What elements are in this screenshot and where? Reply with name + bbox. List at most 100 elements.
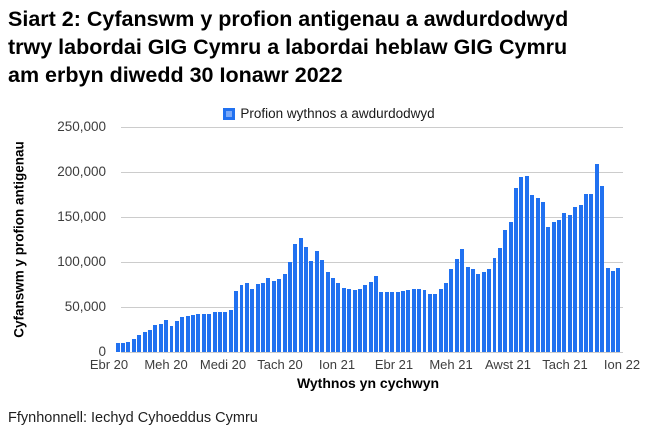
bar [212,312,217,352]
x-tick-label: Meh 20 [144,357,188,372]
bar [180,317,185,352]
bar [228,309,233,352]
bar [573,206,578,352]
bar [331,278,335,352]
bar [551,221,556,352]
bar [352,290,357,352]
bar [535,198,540,352]
bar [449,268,454,352]
bar [427,293,432,352]
y-tick-label: 200,000 [57,164,106,179]
bar [147,329,152,352]
bar [422,290,427,352]
bar [250,288,255,352]
bar [465,266,470,352]
bar [470,269,475,352]
bar [207,314,212,352]
bar [411,289,416,352]
bar [121,342,126,352]
gridline [121,351,623,353]
bar [137,335,142,352]
legend: Profion wythnos a awdurdodwyd [0,106,658,121]
bar [191,314,196,352]
bar [584,193,588,352]
gridline [121,126,623,128]
chart-title-line: trwy labordai GIG Cymru a labordai hebla… [8,35,568,59]
gridline [121,171,623,173]
bar [158,323,163,352]
bar [244,282,249,352]
bar [277,279,282,352]
legend-swatch-icon [223,107,236,120]
x-tick-label: Ion 22 [603,357,641,372]
bar [476,274,481,352]
x-axis-title: Wythnos yn cychwyn [296,375,440,391]
bar [616,268,621,352]
x-tick-label: Ebr 21 [374,357,414,372]
y-axis-title: Cyfanswm y profion antigenau [11,141,27,338]
bar [217,312,222,352]
bar [487,269,492,352]
bar [610,270,615,352]
bar [287,262,292,352]
x-tick-label: Awst 21 [484,357,532,372]
bar [417,289,422,352]
bar [223,312,228,352]
bar [271,280,276,352]
bar [185,316,190,352]
x-tick-label: Medi 20 [199,357,247,372]
bar [164,319,169,352]
bar [589,193,594,352]
plot-area [115,126,623,353]
bar [169,326,174,352]
bar [605,267,610,352]
bar [384,292,389,352]
bar [126,342,131,352]
bar [400,290,405,352]
chart-title-line: Siart 2: Cyfanswm y profion antigenau a … [8,7,569,31]
bar [390,291,395,352]
bar [341,287,346,352]
bar [594,163,599,352]
bar [578,205,583,352]
bar [546,226,551,352]
x-tick-label: Ion 21 [318,357,356,372]
bar [298,237,303,352]
gridline [121,216,623,218]
bar [255,283,260,352]
gridline [121,261,623,263]
bar [460,248,465,352]
legend-label: Profion wythnos a awdurdodwyd [240,106,435,121]
bar [438,289,443,352]
bar [530,195,535,352]
bar [304,246,309,352]
bar [379,292,384,352]
bar [444,282,449,352]
bar [368,282,373,352]
bar [320,260,325,352]
bar [357,289,362,352]
bar [395,291,400,352]
bar [514,188,518,352]
bar [234,290,239,352]
bar [406,290,411,352]
bar [282,273,287,352]
bar [174,320,179,352]
bar [600,185,605,352]
bar [325,271,330,352]
bar [363,285,368,352]
bar [115,343,120,352]
bar [557,219,562,352]
bar [524,175,529,352]
bar [519,177,524,352]
bar [433,293,438,352]
x-tick-label: Ebr 20 [89,357,129,372]
bar [261,282,265,352]
y-tick-label: 100,000 [57,254,106,269]
x-tick-label: Meh 21 [429,357,473,372]
bar [374,276,379,352]
bar [239,285,244,352]
bar [481,271,486,352]
bar [293,244,298,352]
bar [508,221,513,352]
